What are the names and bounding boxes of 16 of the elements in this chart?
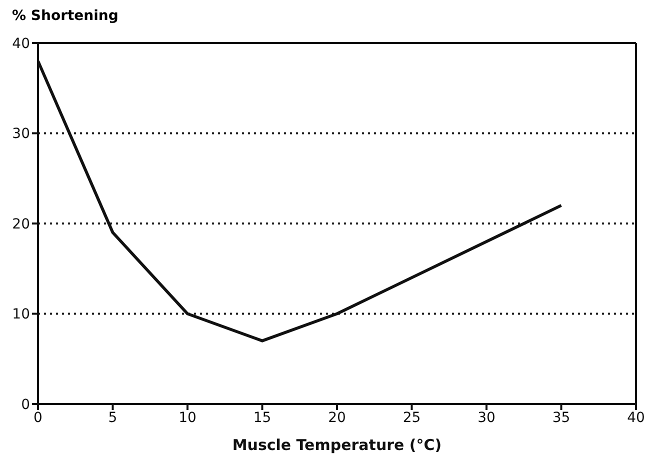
y-tick-label: 40 [12, 36, 30, 52]
y-tick-label: 30 [12, 126, 30, 142]
x-tick-label: 10 [178, 410, 196, 426]
x-tick-label: 20 [328, 410, 346, 426]
x-tick-label: 5 [108, 410, 118, 426]
y-tick-label: 10 [12, 306, 30, 323]
x-tick-label: 15 [253, 410, 272, 426]
y-axis-title: % Shortening [12, 8, 118, 24]
x-tick-label: 25 [402, 410, 421, 426]
y-tick-label: 20 [12, 216, 30, 232]
x-axis-title: Muscle Temperature (°C) [232, 436, 442, 454]
x-tick-label: 35 [552, 410, 570, 426]
x-tick-label: 40 [627, 410, 645, 426]
x-tick-label: 0 [34, 410, 42, 426]
x-tick-label: 30 [478, 410, 496, 426]
y-tick-label: 0 [21, 396, 30, 413]
